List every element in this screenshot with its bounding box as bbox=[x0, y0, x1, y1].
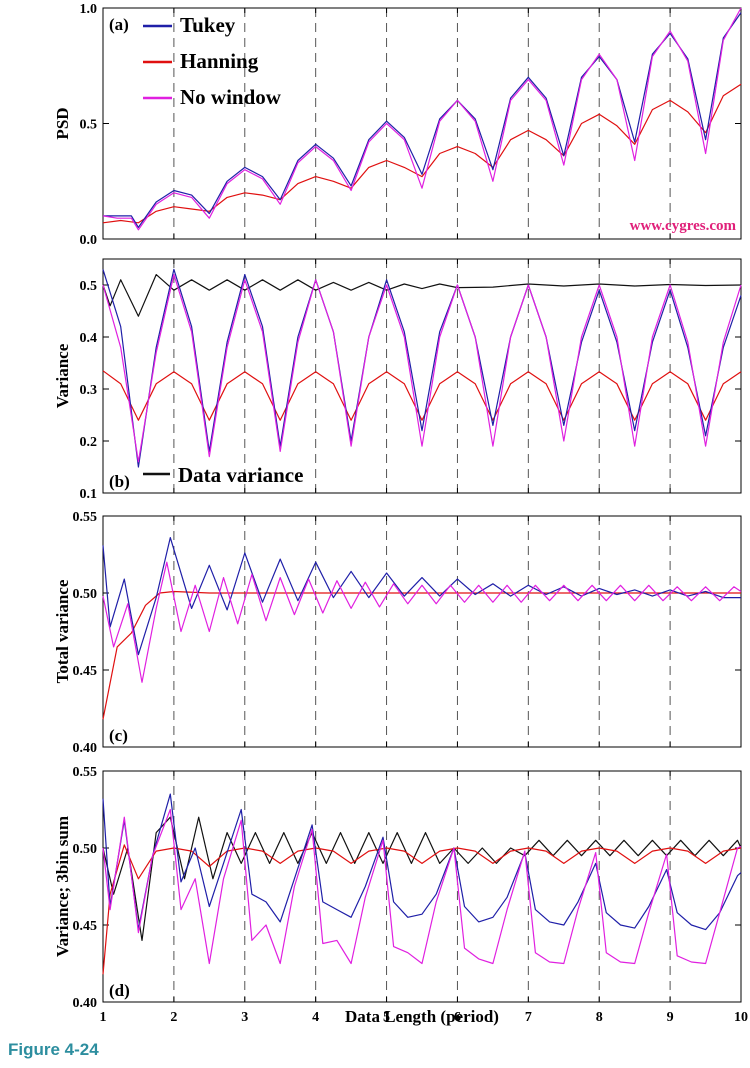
panel-d-xtick-label: 9 bbox=[667, 1010, 674, 1025]
panel-c-ytick-label: 0.45 bbox=[73, 664, 98, 679]
panel-c-ytick-label: 0.55 bbox=[73, 510, 98, 525]
panel-a-series-tukey bbox=[103, 12, 742, 228]
panel-d-xtick-label: 7 bbox=[525, 1010, 532, 1025]
panel-d-xtick-label: 10 bbox=[734, 1010, 748, 1025]
panel-d-frame bbox=[102, 770, 742, 1003]
panel-b-series-no-window bbox=[102, 274, 742, 463]
watermark: www.cygres.com bbox=[630, 218, 737, 234]
panel-d-xtick-label: 5 bbox=[383, 1010, 390, 1025]
panel-b-ytick-label: 0.5 bbox=[80, 279, 98, 294]
panel-d-xtick-label: 8 bbox=[596, 1010, 603, 1025]
panel-b-frame bbox=[102, 258, 742, 494]
panel-b-ytick-label: 0.3 bbox=[80, 383, 98, 398]
figure-caption: Figure 4-24 bbox=[8, 1040, 99, 1059]
panel-d-ylabel: Variance; 3bin sum bbox=[53, 816, 72, 957]
panel-b-tag: (b) bbox=[109, 472, 130, 491]
panel-a-legend-label: No window bbox=[180, 85, 282, 109]
panel-c-series-no-window bbox=[102, 561, 742, 683]
panel-d-xtick-label: 4 bbox=[312, 1010, 319, 1025]
panel-c-tag: (c) bbox=[109, 726, 128, 745]
panel-d-ytick-label: 0.55 bbox=[73, 765, 98, 780]
panel-d-xtick-label: 1 bbox=[100, 1010, 107, 1025]
panel-d-tag: (d) bbox=[109, 981, 130, 1000]
panel-a-series-hanning bbox=[102, 83, 742, 224]
panel-c-series-hanning bbox=[102, 590, 741, 720]
panel-d-series-data-variance bbox=[102, 816, 742, 942]
panel-b-series-data-variance bbox=[102, 274, 742, 317]
panel-b-ytick-label: 0.2 bbox=[80, 435, 98, 450]
panel-b-series-hanning bbox=[102, 370, 742, 421]
panel-a-ytick-label: 0.0 bbox=[80, 233, 98, 248]
panel-d-ytick-label: 0.50 bbox=[73, 842, 98, 857]
panel-c-series-tukey bbox=[102, 536, 741, 656]
panel-d-series-hanning bbox=[102, 844, 742, 975]
panel-c-ylabel: Total variance bbox=[53, 579, 72, 683]
panel-a-ytick-label: 0.5 bbox=[80, 118, 98, 133]
panel-b-series-tukey bbox=[102, 268, 742, 468]
panel-d-xlabel: Data Length (period) bbox=[345, 1007, 499, 1026]
panel-c-ytick-label: 0.40 bbox=[73, 741, 98, 756]
panel-d-ytick-label: 0.40 bbox=[73, 996, 98, 1011]
panel-c-frame bbox=[102, 515, 742, 748]
panel-d-xtick-label: 2 bbox=[170, 1010, 177, 1025]
panel-d-series-tukey bbox=[102, 793, 742, 931]
panel-b-ytick-label: 0.4 bbox=[80, 331, 98, 346]
panel-a-legend-label: Hanning bbox=[180, 49, 259, 73]
panel-a-legend-label: Tukey bbox=[180, 13, 236, 37]
panel-a-ylabel: PSD bbox=[53, 107, 72, 139]
panel-a-series-no-window bbox=[102, 7, 742, 231]
panel-c-ytick-label: 0.50 bbox=[73, 587, 98, 602]
panel-d-series-no-window bbox=[102, 808, 742, 965]
panel-d-xtick-label: 3 bbox=[241, 1010, 248, 1025]
panel-a-tag: (a) bbox=[109, 15, 129, 34]
panel-b-ytick-label: 0.1 bbox=[80, 487, 98, 502]
panel-b-legend-label: Data variance bbox=[178, 463, 303, 487]
panel-d-xtick-label: 6 bbox=[454, 1010, 461, 1025]
panel-d-ytick-label: 0.45 bbox=[73, 919, 98, 934]
panel-b-ylabel: Variance bbox=[53, 343, 72, 408]
panel-a-ytick-label: 1.0 bbox=[80, 2, 98, 17]
